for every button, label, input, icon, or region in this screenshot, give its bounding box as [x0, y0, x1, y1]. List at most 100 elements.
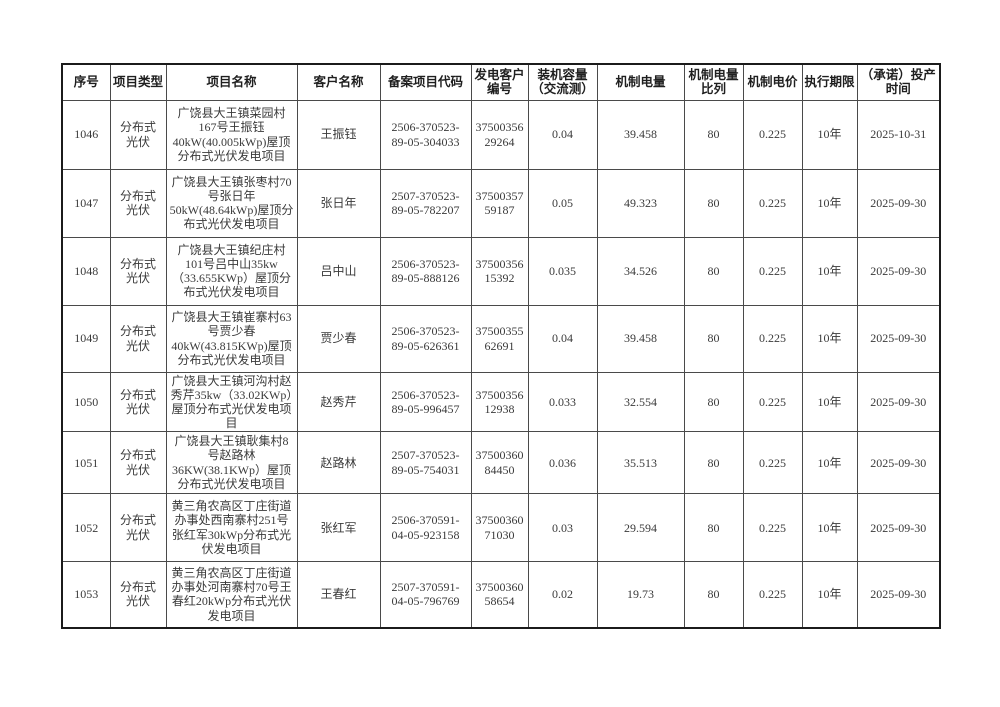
cell-seq: 1050	[61, 371, 111, 433]
cell-term: 10年	[801, 168, 858, 238]
cell-gen_no: 37500360 84450	[470, 431, 529, 495]
cell-gen_no: 37500355 62691	[470, 304, 529, 373]
cell-type: 分布式光伏	[109, 371, 167, 433]
cell-name: 广饶县大王镇张枣村70号张日年50kW(48.64kWp)屋顶分布式光伏发电项目	[165, 168, 298, 238]
cell-mech_price: 0.225	[742, 431, 803, 495]
cell-mech_qty: 49.323	[596, 168, 685, 238]
cell-mech_ratio: 80	[683, 493, 744, 563]
cell-prod_date: 2025-09-30	[856, 168, 941, 238]
cell-seq: 1052	[61, 493, 111, 563]
column-header-code: 备案项目代码	[379, 63, 472, 101]
cell-seq: 1046	[61, 99, 111, 170]
cell-prod_date: 2025-09-30	[856, 561, 941, 629]
cell-mech_ratio: 80	[683, 236, 744, 306]
cell-type: 分布式光伏	[109, 99, 167, 170]
cell-term: 10年	[801, 493, 858, 563]
cell-prod_date: 2025-09-30	[856, 493, 941, 563]
cell-capacity: 0.033	[527, 371, 598, 433]
cell-mech_price: 0.225	[742, 371, 803, 433]
cell-mech_qty: 39.458	[596, 304, 685, 373]
cell-customer: 张日年	[296, 168, 381, 238]
cell-mech_ratio: 80	[683, 99, 744, 170]
projects-table: 序号 项目类型 项目名称 客户名称 备案项目代码 发电客户 编号 装机容量 （交流测） 机制电…	[61, 63, 941, 629]
cell-name: 黄三角农高区丁庄街道办事处西南寨村251号张红军30kWp分布式光伏发电项目	[165, 493, 298, 563]
cell-mech_qty: 39.458	[596, 99, 685, 170]
cell-prod_date: 2025-10-31	[856, 99, 941, 170]
cell-name: 广饶县大王镇河沟村赵秀芹35kw（33.02KWp）屋顶分布式光伏发电项目	[165, 371, 298, 433]
cell-capacity: 0.04	[527, 99, 598, 170]
cell-seq: 1051	[61, 431, 111, 495]
cell-customer: 吕中山	[296, 236, 381, 306]
cell-code: 2506-370523- 89-05-996457	[379, 371, 472, 433]
column-header-mech_price: 机制电价	[742, 63, 803, 101]
cell-code: 2507-370523- 89-05-754031	[379, 431, 472, 495]
cell-gen_no: 37500356 12938	[470, 371, 529, 433]
cell-capacity: 0.035	[527, 236, 598, 306]
cell-customer: 张红军	[296, 493, 381, 563]
cell-prod_date: 2025-09-30	[856, 236, 941, 306]
cell-mech_ratio: 80	[683, 561, 744, 629]
cell-code: 2506-370591- 04-05-923158	[379, 493, 472, 563]
cell-type: 分布式光伏	[109, 168, 167, 238]
cell-gen_no: 37500360 58654	[470, 561, 529, 629]
cell-prod_date: 2025-09-30	[856, 371, 941, 433]
table-row: 1046 分布式光伏 广饶县大王镇菜园村167号王振钰40kW(40.005kWp)…	[61, 99, 941, 170]
cell-code: 2506-370523- 89-05-626361	[379, 304, 472, 373]
cell-term: 10年	[801, 371, 858, 433]
cell-capacity: 0.05	[527, 168, 598, 238]
cell-code: 2507-370523- 89-05-782207	[379, 168, 472, 238]
column-header-capacity: 装机容量 （交流测）	[527, 63, 598, 101]
cell-term: 10年	[801, 99, 858, 170]
table-body: 1046 分布式光伏 广饶县大王镇菜园村167号王振钰40kW(40.005kWp)…	[61, 99, 941, 629]
cell-term: 10年	[801, 561, 858, 629]
cell-capacity: 0.03	[527, 493, 598, 563]
column-header-name: 项目名称	[165, 63, 298, 101]
column-header-seq: 序号	[61, 63, 111, 101]
cell-prod_date: 2025-09-30	[856, 431, 941, 495]
column-header-prod_date: （承诺）投产 时间	[856, 63, 941, 101]
cell-name: 广饶县大王镇纪庄村101号吕中山35kw（33.655KWp）屋顶分布式光伏发电…	[165, 236, 298, 306]
cell-seq: 1048	[61, 236, 111, 306]
cell-capacity: 0.04	[527, 304, 598, 373]
cell-mech_price: 0.225	[742, 561, 803, 629]
table-row: 1048 分布式光伏 广饶县大王镇纪庄村101号吕中山35kw（33.655KWp）…	[61, 236, 941, 306]
cell-mech_price: 0.225	[742, 99, 803, 170]
cell-type: 分布式光伏	[109, 304, 167, 373]
column-header-customer: 客户名称	[296, 63, 381, 101]
cell-mech_qty: 32.554	[596, 371, 685, 433]
table-header-row: 序号 项目类型 项目名称 客户名称 备案项目代码 发电客户 编号 装机容量 （交流测） 机制电…	[61, 63, 941, 101]
cell-gen_no: 37500356 15392	[470, 236, 529, 306]
column-header-gen_no: 发电客户 编号	[470, 63, 529, 101]
cell-mech_price: 0.225	[742, 236, 803, 306]
column-header-mech_qty: 机制电量	[596, 63, 685, 101]
cell-customer: 王振钰	[296, 99, 381, 170]
cell-mech_qty: 29.594	[596, 493, 685, 563]
cell-customer: 赵路林	[296, 431, 381, 495]
cell-mech_price: 0.225	[742, 493, 803, 563]
cell-seq: 1053	[61, 561, 111, 629]
cell-name: 广饶县大王镇菜园村167号王振钰40kW(40.005kWp)屋顶分布式光伏发电…	[165, 99, 298, 170]
cell-name: 广饶县大王镇耿集村8号赵路林36KW(38.1KWp）屋顶分布式光伏发电项目	[165, 431, 298, 495]
cell-capacity: 0.02	[527, 561, 598, 629]
column-header-mech_ratio: 机制电量 比列	[683, 63, 744, 101]
cell-type: 分布式光伏	[109, 561, 167, 629]
cell-prod_date: 2025-09-30	[856, 304, 941, 373]
cell-customer: 赵秀芹	[296, 371, 381, 433]
cell-name: 广饶县大王镇崔寨村63号贾少春40kW(43.815KWp)屋顶分布式光伏发电项…	[165, 304, 298, 373]
table-row: 1051 分布式光伏 广饶县大王镇耿集村8号赵路林36KW(38.1KWp）屋顶分布…	[61, 431, 941, 495]
cell-type: 分布式光伏	[109, 493, 167, 563]
cell-mech_price: 0.225	[742, 304, 803, 373]
cell-seq: 1047	[61, 168, 111, 238]
table-row: 1049 分布式光伏 广饶县大王镇崔寨村63号贾少春40kW(43.815KWp)屋…	[61, 304, 941, 373]
cell-mech_qty: 34.526	[596, 236, 685, 306]
cell-code: 2506-370523- 89-05-888126	[379, 236, 472, 306]
cell-type: 分布式光伏	[109, 431, 167, 495]
cell-name: 黄三角农高区丁庄街道办事处河南寨村70号王春红20kWp分布式光伏发电项目	[165, 561, 298, 629]
table-row: 1052 分布式光伏 黄三角农高区丁庄街道办事处西南寨村251号张红军30kWp分布…	[61, 493, 941, 563]
cell-mech_qty: 19.73	[596, 561, 685, 629]
cell-mech_ratio: 80	[683, 371, 744, 433]
cell-gen_no: 37500356 29264	[470, 99, 529, 170]
cell-mech_ratio: 80	[683, 168, 744, 238]
cell-type: 分布式光伏	[109, 236, 167, 306]
